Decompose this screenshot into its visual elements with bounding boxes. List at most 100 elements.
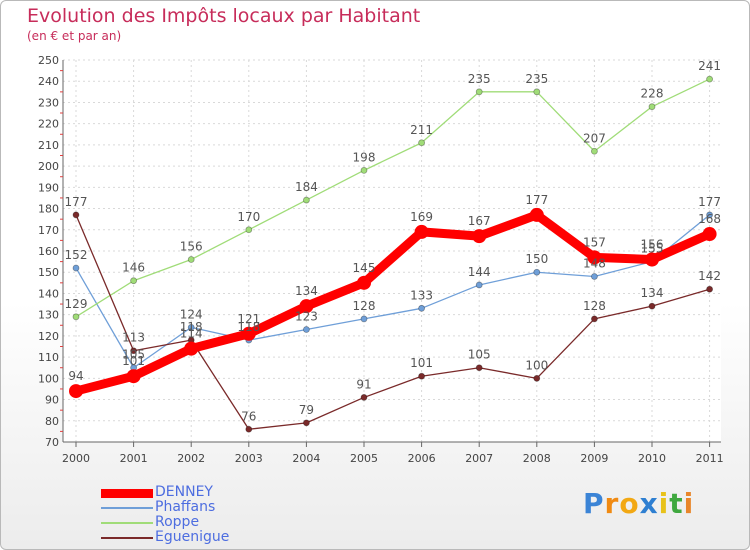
- data-point-eguenigue: [648, 302, 656, 310]
- data-label-roppe: 156: [180, 239, 203, 253]
- data-label-denney: 156: [641, 237, 664, 251]
- data-point-denney: [299, 299, 314, 314]
- data-point-roppe: [187, 256, 195, 263]
- data-label-phaffans: 152: [65, 248, 88, 262]
- data-label-phaffans: 148: [583, 256, 606, 270]
- data-label-phaffans: 128: [353, 299, 376, 313]
- chart-subtitle: (en € et par an): [27, 29, 122, 43]
- y-tick-label: 160: [38, 245, 59, 258]
- data-label-denney: 134: [295, 284, 318, 298]
- legend-item-roppe: Roppe: [101, 514, 301, 530]
- data-point-roppe: [591, 147, 598, 155]
- logo-letter: i: [658, 487, 670, 520]
- data-point-denney: [184, 341, 199, 356]
- data-point-roppe: [706, 75, 713, 83]
- data-point-eguenigue: [591, 315, 598, 323]
- logo-letter: i: [683, 487, 695, 520]
- x-tick-label: 2007: [465, 452, 493, 465]
- logo-letter: P: [583, 487, 605, 520]
- y-tick-label: 120: [38, 330, 59, 343]
- legend: DENNEY Phaffans Roppe Eguenigue: [101, 484, 301, 545]
- data-label-roppe: 211: [410, 123, 433, 137]
- data-point-denney: [472, 229, 487, 244]
- proxiti-logo: Proxiti: [583, 487, 694, 520]
- data-point-eguenigue: [245, 425, 253, 433]
- data-label-phaffans: 123: [295, 310, 318, 324]
- y-tick-label: 180: [38, 203, 59, 216]
- data-point-eguenigue: [475, 364, 483, 372]
- y-tick-label: 90: [45, 394, 59, 407]
- data-point-denney: [702, 227, 717, 242]
- data-label-eguenigue: 101: [410, 356, 433, 370]
- data-label-phaffans: 177: [698, 195, 721, 209]
- data-label-phaffans: 105: [122, 348, 145, 362]
- data-point-denney: [357, 275, 371, 290]
- data-point-phaffans: [302, 326, 310, 333]
- data-point-phaffans: [187, 323, 195, 331]
- y-tick-label: 130: [38, 309, 59, 322]
- x-tick-label: 2009: [580, 452, 608, 465]
- data-point-eguenigue: [302, 419, 310, 427]
- data-label-eguenigue: 142: [698, 269, 721, 283]
- data-label-roppe: 170: [237, 210, 260, 224]
- data-label-roppe: 228: [641, 87, 664, 101]
- y-tick-label: 210: [38, 139, 59, 152]
- x-tick-label: 2003: [235, 452, 263, 465]
- legend-item-denney: DENNEY: [101, 484, 301, 500]
- x-tick-label: 2008: [523, 452, 551, 465]
- data-label-roppe: 198: [353, 150, 376, 164]
- data-point-eguenigue: [418, 372, 426, 380]
- data-label-eguenigue: 91: [356, 377, 371, 391]
- data-point-roppe: [648, 103, 656, 111]
- data-label-denney: 101: [122, 354, 145, 368]
- legend-swatch: [101, 507, 153, 509]
- data-label-denney: 94: [68, 369, 83, 383]
- series-line-phaffans: [75, 214, 711, 369]
- data-label-roppe: 235: [468, 72, 491, 86]
- legend-label: Phaffans: [155, 499, 216, 515]
- data-point-denney: [126, 369, 141, 384]
- data-point-phaffans: [706, 211, 713, 219]
- data-point-phaffans: [72, 264, 80, 272]
- data-label-denney: 168: [698, 212, 721, 226]
- logo-letter: o: [619, 487, 640, 520]
- data-point-phaffans: [360, 315, 368, 323]
- data-label-denney: 145: [353, 261, 376, 275]
- data-label-phaffans: 124: [180, 307, 203, 321]
- legend-swatch: [101, 537, 153, 539]
- y-tick-label: 230: [38, 96, 59, 109]
- data-label-denney: 114: [180, 327, 203, 341]
- data-label-roppe: 184: [295, 180, 318, 194]
- data-point-roppe: [360, 166, 368, 174]
- data-point-phaffans: [533, 268, 541, 276]
- data-label-eguenigue: 113: [122, 331, 145, 345]
- y-tick-label: 240: [38, 75, 59, 88]
- data-label-denney: 121: [237, 312, 260, 326]
- data-point-eguenigue: [706, 285, 713, 293]
- data-point-denney: [414, 224, 429, 239]
- data-point-roppe: [302, 196, 310, 204]
- data-label-eguenigue: 79: [299, 403, 314, 417]
- logo-letter: x: [639, 487, 659, 520]
- data-label-eguenigue: 128: [583, 299, 606, 313]
- legend-item-eguenigue: Eguenigue: [101, 529, 301, 545]
- data-label-eguenigue: 105: [468, 348, 491, 362]
- data-point-denney: [69, 384, 83, 399]
- data-label-eguenigue: 134: [641, 286, 664, 300]
- data-label-roppe: 129: [65, 297, 88, 311]
- y-tick-label: 100: [38, 372, 59, 385]
- plot-area: [63, 60, 721, 442]
- series-line-denney: [71, 210, 715, 396]
- legend-label: Eguenigue: [155, 529, 230, 545]
- data-point-phaffans: [418, 304, 426, 312]
- data-label-roppe: 235: [525, 72, 548, 86]
- x-tick-label: 2010: [638, 452, 666, 465]
- data-point-roppe: [533, 88, 541, 96]
- legend-item-phaffans: Phaffans: [101, 499, 301, 515]
- legend-swatch: [101, 488, 153, 498]
- y-tick-label: 220: [38, 118, 59, 131]
- data-point-denney: [645, 252, 659, 267]
- data-label-phaffans: 118: [237, 320, 260, 334]
- data-point-eguenigue: [72, 211, 80, 219]
- data-label-eguenigue: 177: [65, 195, 88, 209]
